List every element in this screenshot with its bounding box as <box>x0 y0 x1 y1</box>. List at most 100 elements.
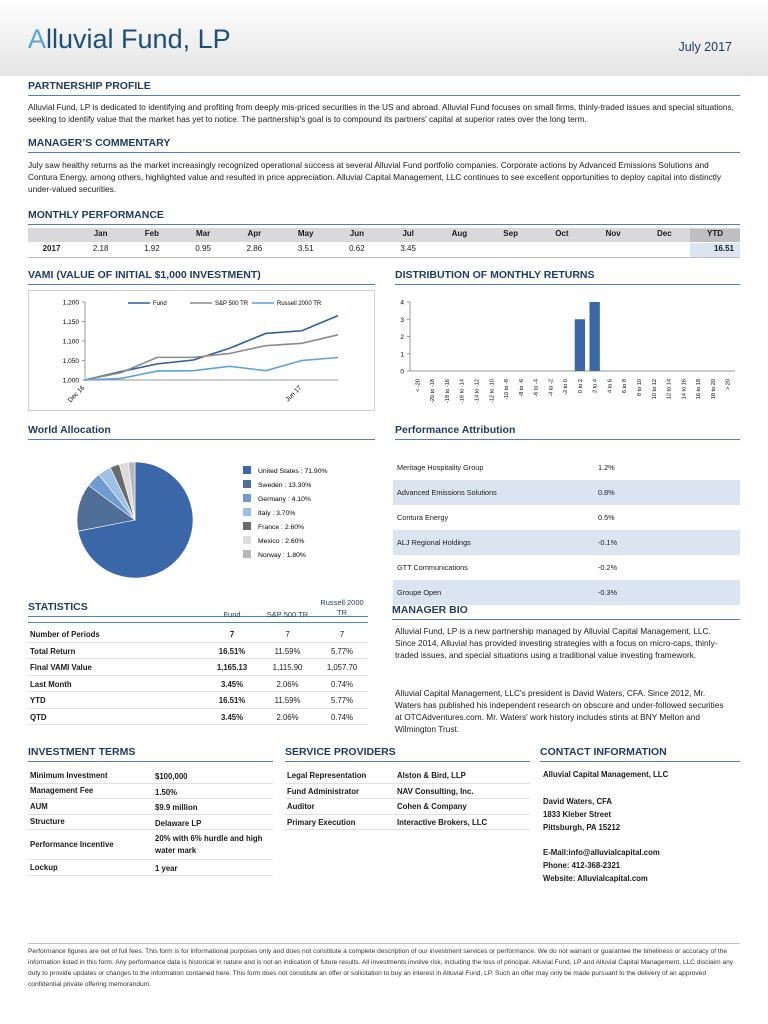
holding-value: -0.3% <box>598 588 618 597</box>
term-value: 1.50% <box>155 787 178 797</box>
x-tick-label: -18 to -16 <box>445 379 451 403</box>
x-tick-label: -4 to -2 <box>548 379 554 397</box>
term-row <box>28 860 273 876</box>
y-tick-label: 1,200 <box>63 300 80 307</box>
provider-name: Alston & Bird, LLP <box>397 771 466 780</box>
stat-label: Last Month <box>30 679 72 689</box>
provider-name: Interactive Brokers, LLC <box>397 817 488 827</box>
x-tick-label: -10 to -8 <box>504 379 510 400</box>
attribution-row <box>393 480 740 505</box>
stat-label: Final VAMI Value <box>30 663 92 672</box>
contact-line: E-Mail:info@alluvialcapital.com <box>543 848 660 857</box>
stat-column-header: S&P 500 TR <box>266 610 309 619</box>
contact-line: Pittsburgh, PA 15212 <box>543 823 621 832</box>
x-tick-label: -12 to -10 <box>489 379 495 403</box>
provider-role: Fund Administrator <box>287 786 360 796</box>
holding-name: Contura Energy <box>397 513 449 522</box>
y-tick-label: 4 <box>400 300 404 307</box>
holding-value: 0.8% <box>598 488 615 497</box>
pie-slice <box>128 461 136 521</box>
stat-row <box>28 626 368 643</box>
month-value: 3.51 <box>297 244 314 253</box>
provider-row <box>285 815 530 830</box>
line-chart: 1,000 1,050 1,100 1,150 1,200 Dec 16 Jun 17 Fun… <box>28 290 375 411</box>
x-tick-label: -6 to -4 <box>534 379 540 397</box>
y-tick-label: 1,050 <box>63 358 80 365</box>
month-header: Aug <box>451 229 468 238</box>
stat-value: 7 <box>229 630 235 639</box>
contact-line: Website: Alluvialcapital.com <box>543 874 648 883</box>
stat-value: 11.59% <box>274 696 301 705</box>
provider-row <box>285 768 530 784</box>
legend-swatch <box>243 522 251 530</box>
chart-frame <box>28 290 375 411</box>
contact-line: David Waters, CFA <box>543 797 613 806</box>
term-label: Management Fee <box>30 786 94 796</box>
month-header: Jan <box>93 229 108 238</box>
year-label: 2017 <box>42 244 61 253</box>
stat-row <box>28 659 368 676</box>
stat-value: 1,165.13 <box>216 663 248 672</box>
legend-label: France : 2.60% <box>258 524 304 531</box>
provider-name: Cohen & Company <box>397 802 467 811</box>
series-line <box>84 334 339 381</box>
x-tick-label: 14 to 16 <box>681 379 687 399</box>
month-value: 1.92 <box>144 244 160 253</box>
term-label: AUM <box>30 801 48 811</box>
month-value: 0.95 <box>195 244 211 253</box>
holding-value: 1.2% <box>598 463 615 472</box>
y-tick-label: 1,100 <box>63 339 80 346</box>
x-tick-label: -8 to -6 <box>519 379 525 397</box>
section-heading: STATISTICS <box>28 601 368 617</box>
x-tick-label: -2 to 0 <box>563 379 569 395</box>
x-tick-label: < -20 <box>415 379 421 392</box>
month-header: Jun <box>349 229 364 238</box>
stat-value: 7 <box>339 630 345 639</box>
holding-value: -0.1% <box>598 538 618 547</box>
month-header: Sep <box>503 229 518 238</box>
stat-rule <box>28 622 368 623</box>
month-header: Mar <box>196 229 211 238</box>
x-tick-label: Dec 16 <box>67 384 87 404</box>
legend-swatch <box>243 466 251 474</box>
date: July 2017 <box>678 40 732 54</box>
x-tick-label: 8 to 10 <box>637 379 643 396</box>
stat-value: 2.06% <box>276 679 299 689</box>
holding-name: ALJ Regional Holdings <box>397 538 471 547</box>
holding-value: 0.5% <box>598 513 615 522</box>
attribution-row <box>393 580 740 605</box>
term-value: 1 year <box>155 864 178 873</box>
month-header: Apr <box>247 229 262 238</box>
stat-value: 3.45% <box>220 712 244 722</box>
y-tick-label: 1,000 <box>63 378 80 385</box>
stat-value: 2.06% <box>276 712 299 722</box>
term-label: Lockup <box>30 862 58 872</box>
bar-chart: 0 1 2 3 4 < -20 -20 to -18 -18 to -16 -16 to -14… <box>400 300 735 403</box>
x-tick-label: 0 to 2 <box>578 379 584 393</box>
month-value: 0.62 <box>349 244 365 253</box>
footer-rule <box>28 943 740 944</box>
stat-label: QTD <box>30 712 47 722</box>
stat-value: 1,115.90 <box>272 663 303 672</box>
contact-line: Phone: 412-368-2321 <box>543 861 621 870</box>
holding-value: -0.2% <box>598 563 618 572</box>
y-tick-label: 0 <box>400 369 404 376</box>
month-header: YTD <box>690 229 740 242</box>
profile-text: Alluvial Fund, LP is dedicated to identi… <box>28 102 734 124</box>
provider-row <box>285 784 530 799</box>
month-value: 2.86 <box>246 244 263 253</box>
section-heading: DISTRIBUTION OF MONTHLY RETURNS <box>395 269 740 285</box>
x-tick-label: 16 to 18 <box>696 379 702 399</box>
table-header-band <box>28 228 740 242</box>
pie-slice <box>77 461 194 579</box>
stat-row <box>28 676 368 692</box>
holding-name: GTT Communications <box>397 563 468 572</box>
x-tick-label: > 20 <box>726 379 732 390</box>
stat-column-header: Russell 2000 TR <box>320 598 364 617</box>
table-rule <box>28 257 740 258</box>
bar <box>574 319 586 371</box>
provider-role: Auditor <box>287 802 315 811</box>
bar <box>589 302 600 371</box>
section-heading: SERVICE PROVIDERS <box>285 746 530 762</box>
term-row <box>28 830 273 860</box>
